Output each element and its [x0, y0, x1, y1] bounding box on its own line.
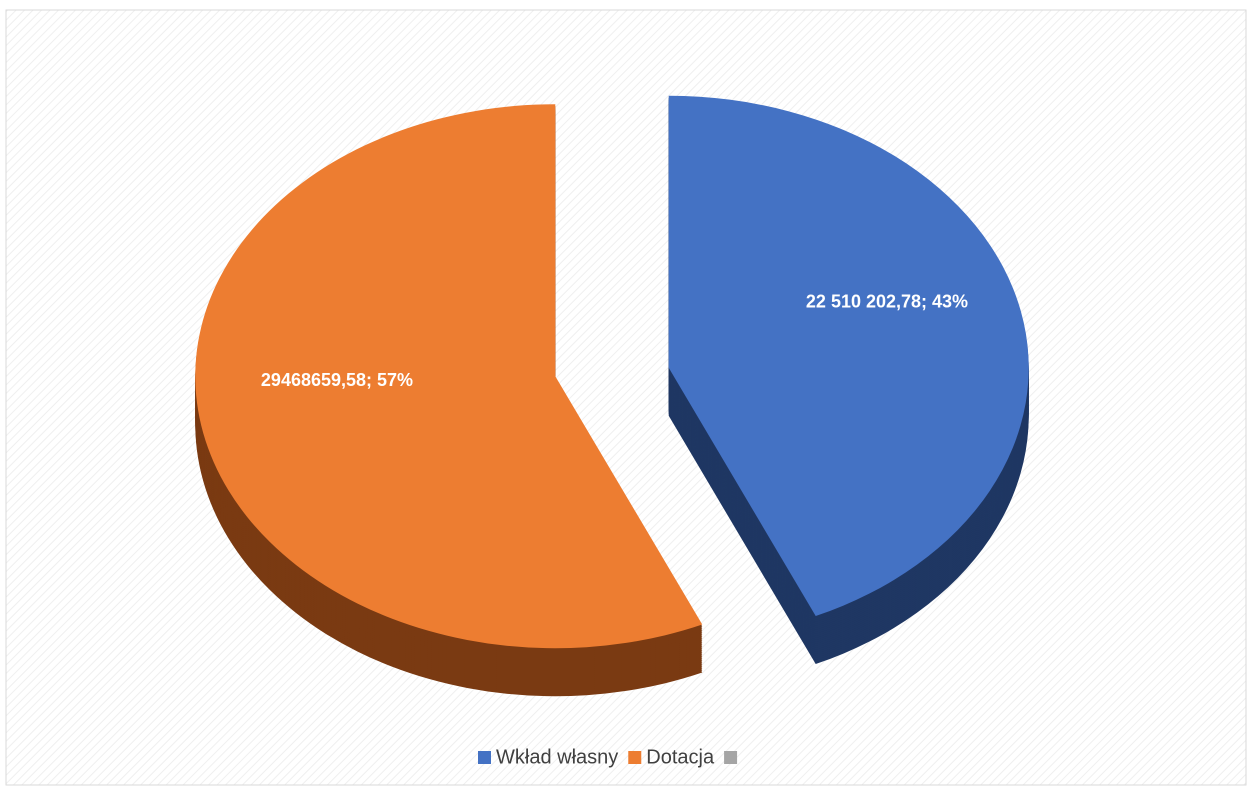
legend-label: Dotacja: [646, 746, 715, 768]
slice: [668, 95, 1029, 617]
data-label: 29468659,58; 57%: [261, 370, 413, 390]
legend-swatch: [628, 751, 642, 764]
legend-swatch: [478, 751, 491, 764]
legend-swatch: [724, 751, 738, 764]
data-label: 22 510 202,78; 43%: [806, 291, 968, 311]
slice: [195, 104, 703, 649]
pie: 22 510 202,78; 43% 29468659,58; 57%: [195, 95, 1029, 697]
legend-label: Wkład własny: [496, 746, 618, 768]
legend: Wkład własny Dotacja: [478, 746, 738, 768]
